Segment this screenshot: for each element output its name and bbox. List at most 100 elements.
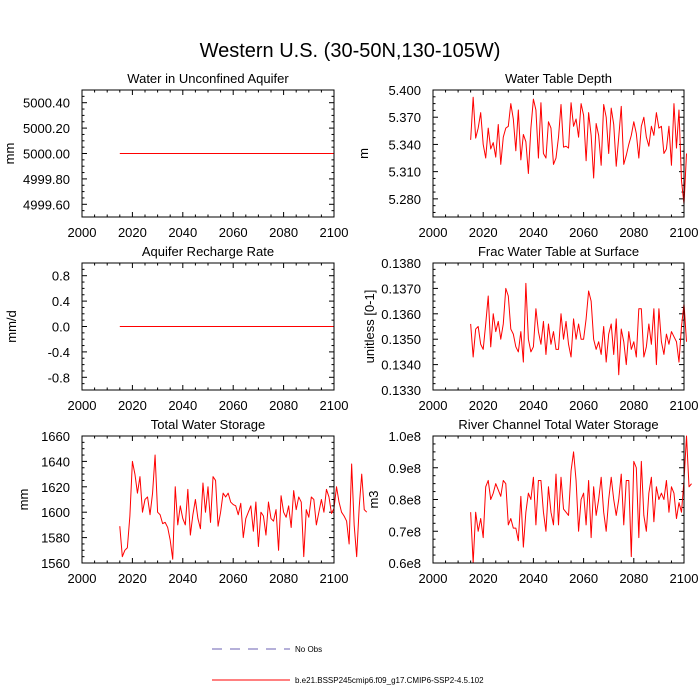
y-tick-label: 1640 [41,454,70,469]
series-line [470,96,688,205]
x-tick-label: 2040 [168,398,197,413]
series-line [119,454,368,560]
x-tick-label: 2020 [118,571,147,586]
y-tick-label: 1.0e8 [388,429,421,444]
y-tick-label: 5.280 [388,192,421,207]
x-tick-label: 2040 [168,225,197,240]
panel-title: Total Water Storage [151,417,265,432]
panel-6: River Channel Total Water Storage m3 2000 2… [366,417,698,586]
y-tick-label: 0.0 [52,320,70,335]
x-tick-label: 2080 [619,571,648,586]
x-tick-label: 2040 [519,571,548,586]
x-tick-label: 2060 [569,225,598,240]
y-tick-label: 0.1340 [381,358,421,373]
y-tick-label: 5000.20 [23,121,70,136]
x-tick-label: 2100 [670,571,699,586]
x-tick-label: 2100 [320,571,349,586]
x-tick-label: 2100 [670,398,699,413]
x-tick-label: 2020 [469,398,498,413]
panel-title: Aquifer Recharge Rate [142,244,274,259]
y-axis-label: mm/d [4,310,19,343]
panel-2: Water Table Depth m 2000 2020 2040 2060 2080 21… [356,71,698,240]
x-tick-label: 2100 [320,225,349,240]
legend-no-obs-label: No Obs [295,645,322,654]
y-tick-label: 0.1330 [381,383,421,398]
x-tick-label: 2080 [269,225,298,240]
x-tick-label: 2060 [219,571,248,586]
panel-5: Total Water Storage mm 2000 2020 2040 2060 208… [16,417,368,586]
x-tick-label: 2060 [569,571,598,586]
x-tick-label: 2040 [168,571,197,586]
x-tick-label: 2100 [670,225,699,240]
y-tick-label: 1560 [41,556,70,571]
x-tick-label: 2100 [320,398,349,413]
x-tick-label: 2020 [469,571,498,586]
y-tick-label: -0.4 [48,345,70,360]
panel-3: Aquifer Recharge Rate mm/d 2000 2020 2040 206… [4,244,348,413]
series-line [470,282,688,376]
y-tick-label: 0.1370 [381,281,421,296]
y-tick-label: 1660 [41,429,70,444]
x-tick-label: 2000 [68,398,97,413]
y-axis-label: mm [2,143,17,165]
x-tick-label: 2000 [419,398,448,413]
y-tick-label: 0.1350 [381,332,421,347]
x-tick-label: 2000 [68,571,97,586]
x-tick-label: 2060 [219,225,248,240]
y-axis-label: mm [16,489,31,511]
y-tick-label: -0.8 [48,370,70,385]
x-tick-label: 2020 [118,225,147,240]
panel-title: River Channel Total Water Storage [458,417,658,432]
series-line [470,435,692,564]
x-tick-label: 2020 [469,225,498,240]
y-tick-label: 0.9e8 [388,461,421,476]
y-axis-label: unitless [0-1] [362,290,377,364]
panel-title: Water in Unconfined Aquifer [127,71,289,86]
plot-frame [81,89,335,218]
panel-title: Frac Water Table at Surface [478,244,639,259]
y-tick-label: 5.400 [388,83,421,98]
x-tick-label: 2080 [619,398,648,413]
plot-frame [432,89,685,218]
plot-frame [81,262,335,391]
x-tick-label: 2080 [619,225,648,240]
x-tick-label: 2020 [118,398,147,413]
y-tick-label: 0.1380 [381,256,421,271]
y-tick-label: 0.4 [52,294,70,309]
panel-group: Water in Unconfined Aquifer mm 2000 2020 204… [2,71,698,586]
legend-model-label: b.e21.BSSP245cmip6.f09_g17.CMIP6-SSP2-4.… [295,676,484,685]
y-tick-label: 5000.40 [23,96,70,111]
x-tick-label: 2040 [519,225,548,240]
figure-title: Western U.S. (30-50N,130-105W) [200,40,501,62]
x-tick-label: 2000 [419,571,448,586]
panel-1: Water in Unconfined Aquifer mm 2000 2020 204… [2,71,348,240]
y-tick-label: 0.7e8 [388,524,421,539]
plot-frame [432,262,685,391]
x-tick-label: 2040 [519,398,548,413]
x-tick-label: 2080 [269,571,298,586]
x-tick-label: 2000 [419,225,448,240]
y-tick-label: 5.310 [388,165,421,180]
y-tick-label: 0.6e8 [388,556,421,571]
y-axis-label: m [356,148,371,159]
y-tick-label: 1620 [41,480,70,495]
y-tick-label: 5.340 [388,137,421,152]
x-tick-label: 2000 [68,225,97,240]
panel-4: Frac Water Table at Surface unitless [0-1… [362,244,698,413]
plot-frame [81,435,335,564]
y-tick-label: 0.8 [52,269,70,284]
y-tick-label: 5000.00 [23,147,70,162]
y-axis-label: m3 [366,490,381,508]
y-tick-label: 1580 [41,531,70,546]
panel-title: Water Table Depth [505,71,612,86]
y-tick-label: 4999.80 [23,172,70,187]
plot-frame [432,435,685,564]
x-tick-label: 2060 [569,398,598,413]
x-tick-label: 2060 [219,398,248,413]
y-tick-label: 1600 [41,505,70,520]
y-tick-label: 0.8e8 [388,493,421,508]
x-tick-label: 2080 [269,398,298,413]
y-tick-label: 4999.60 [23,197,70,212]
y-tick-label: 5.370 [388,110,421,125]
